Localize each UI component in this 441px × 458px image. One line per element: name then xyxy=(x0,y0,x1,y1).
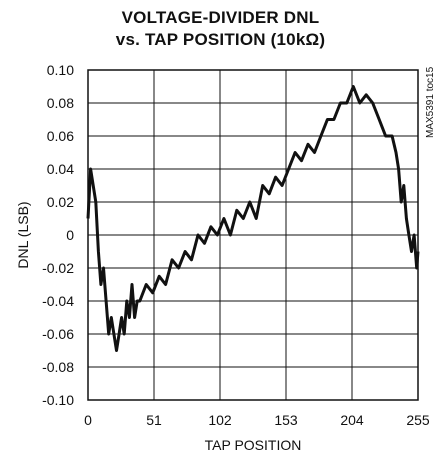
y-tick-labels: 0.10 0.08 0.06 0.04 0.02 0 -0.02 -0.04 -0.06 -0.0… xyxy=(42,62,74,408)
chart-annotation: MAX5391 toc15 xyxy=(425,66,436,138)
y-tick-label: -0.02 xyxy=(42,260,74,276)
y-tick-label: 0 xyxy=(66,227,74,243)
x-tick-label: 204 xyxy=(340,412,364,428)
y-tick-label: -0.04 xyxy=(42,293,74,309)
chart-title-line-2: vs. TAP POSITION (10kΩ) xyxy=(115,30,326,49)
y-tick-label: -0.08 xyxy=(42,359,74,375)
y-tick-label: 0.02 xyxy=(47,194,74,210)
x-tick-labels: 0 51 102 153 204 255 xyxy=(84,412,430,428)
x-tick-label: 153 xyxy=(274,412,298,428)
y-tick-label: -0.06 xyxy=(42,326,74,342)
plot-frame xyxy=(87,69,419,401)
grid xyxy=(87,69,419,401)
y-tick-label: 0.10 xyxy=(47,62,74,78)
y-tick-label: 0.04 xyxy=(47,161,74,177)
y-tick-label: 0.08 xyxy=(47,95,74,111)
chart-title-line-1: VOLTAGE-DIVIDER DNL xyxy=(121,8,320,27)
dnl-series-line xyxy=(86,85,420,352)
y-axis-label: DNL (LSB) xyxy=(15,201,31,268)
series-group xyxy=(86,85,420,352)
x-tick-label: 0 xyxy=(84,412,92,428)
x-axis-label: TAP POSITION xyxy=(205,437,302,453)
x-tick-label: 102 xyxy=(208,412,232,428)
y-tick-label: -0.10 xyxy=(42,392,74,408)
x-tick-label: 51 xyxy=(146,412,162,428)
y-tick-label: 0.06 xyxy=(47,128,74,144)
x-tick-label: 255 xyxy=(406,412,430,428)
